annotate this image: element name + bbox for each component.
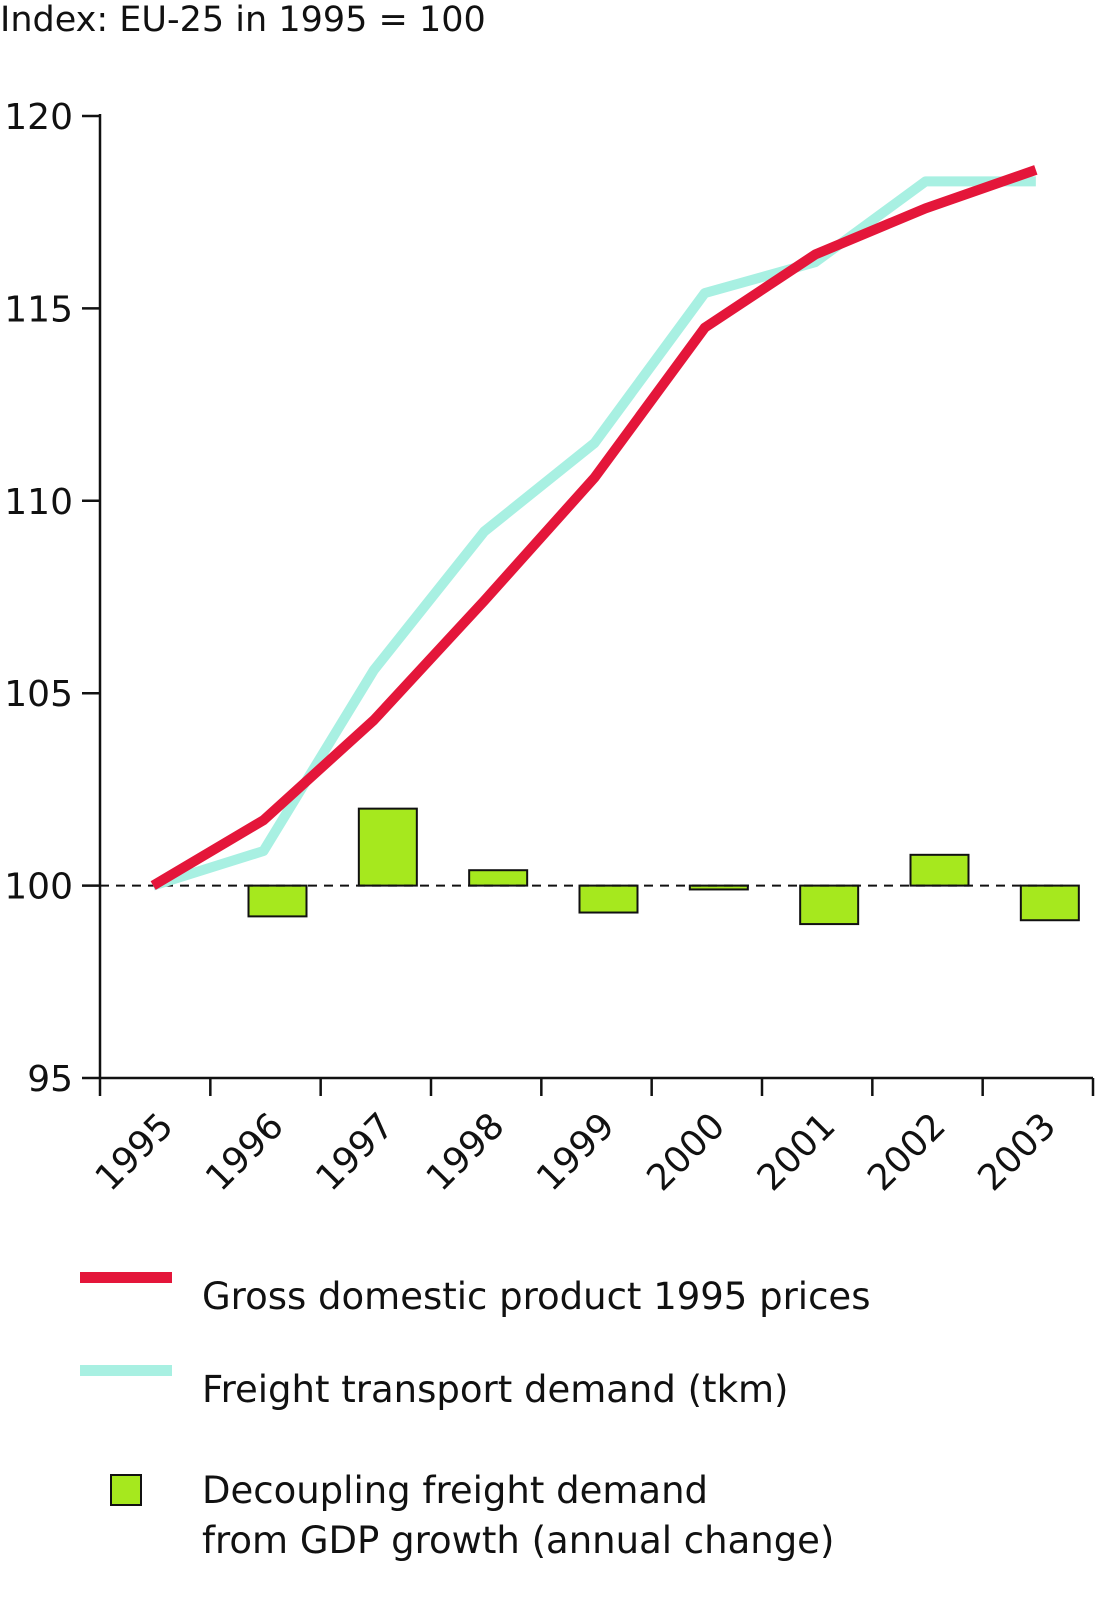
- freight-line: [151, 176, 1036, 891]
- y-tick-label: 110: [4, 482, 73, 523]
- y-tick-label: 100: [4, 867, 73, 908]
- x-tick-label: 1995: [88, 1105, 182, 1199]
- decoupling-bar: [357, 807, 418, 887]
- legend-item-decoupling: Decoupling freight demand from GDP growt…: [80, 1466, 834, 1566]
- decoupling-bar: [688, 884, 749, 891]
- legend-item-gdp: Gross domestic product 1995 prices: [80, 1272, 870, 1322]
- x-tick-label: 1999: [529, 1105, 623, 1199]
- legend-swatch-gdp: [80, 1272, 172, 1283]
- decoupling-bar: [247, 884, 308, 918]
- legend-label-decoupling-line1: Decoupling freight demand: [202, 1469, 709, 1512]
- legend-label-decoupling: Decoupling freight demand from GDP growt…: [202, 1466, 834, 1566]
- x-tick-label: 1996: [198, 1105, 292, 1199]
- legend-swatch-decoupling: [110, 1474, 142, 1506]
- decoupling-bar: [468, 869, 529, 887]
- y-tick-label: 95: [27, 1059, 73, 1100]
- decoupling-bar: [799, 884, 860, 926]
- x-tick-label: 2003: [970, 1105, 1064, 1199]
- x-tick-label: 2002: [860, 1105, 954, 1199]
- legend-label-decoupling-line2: from GDP growth (annual change): [202, 1519, 835, 1562]
- legend-label-gdp: Gross domestic product 1995 prices: [202, 1275, 871, 1318]
- gdp-line: [150, 165, 1038, 890]
- legend-item-freight: Freight transport demand (tkm): [80, 1365, 788, 1415]
- decoupling-bar: [1019, 884, 1080, 922]
- y-tick-label: 115: [4, 289, 73, 330]
- y-tick-label: 105: [4, 674, 73, 715]
- x-tick-label: 1998: [419, 1105, 513, 1199]
- legend-swatch-freight: [80, 1365, 172, 1376]
- x-tick-label: 2000: [639, 1105, 733, 1199]
- x-tick-label: 1997: [308, 1105, 402, 1199]
- legend-label-freight: Freight transport demand (tkm): [202, 1368, 789, 1411]
- y-axis-title: Index: EU-25 in 1995 = 100: [0, 0, 486, 40]
- y-tick-label: 120: [4, 97, 73, 138]
- decoupling-bar: [909, 853, 970, 887]
- x-tick-label: 2001: [750, 1105, 844, 1199]
- decoupling-bar: [578, 884, 639, 914]
